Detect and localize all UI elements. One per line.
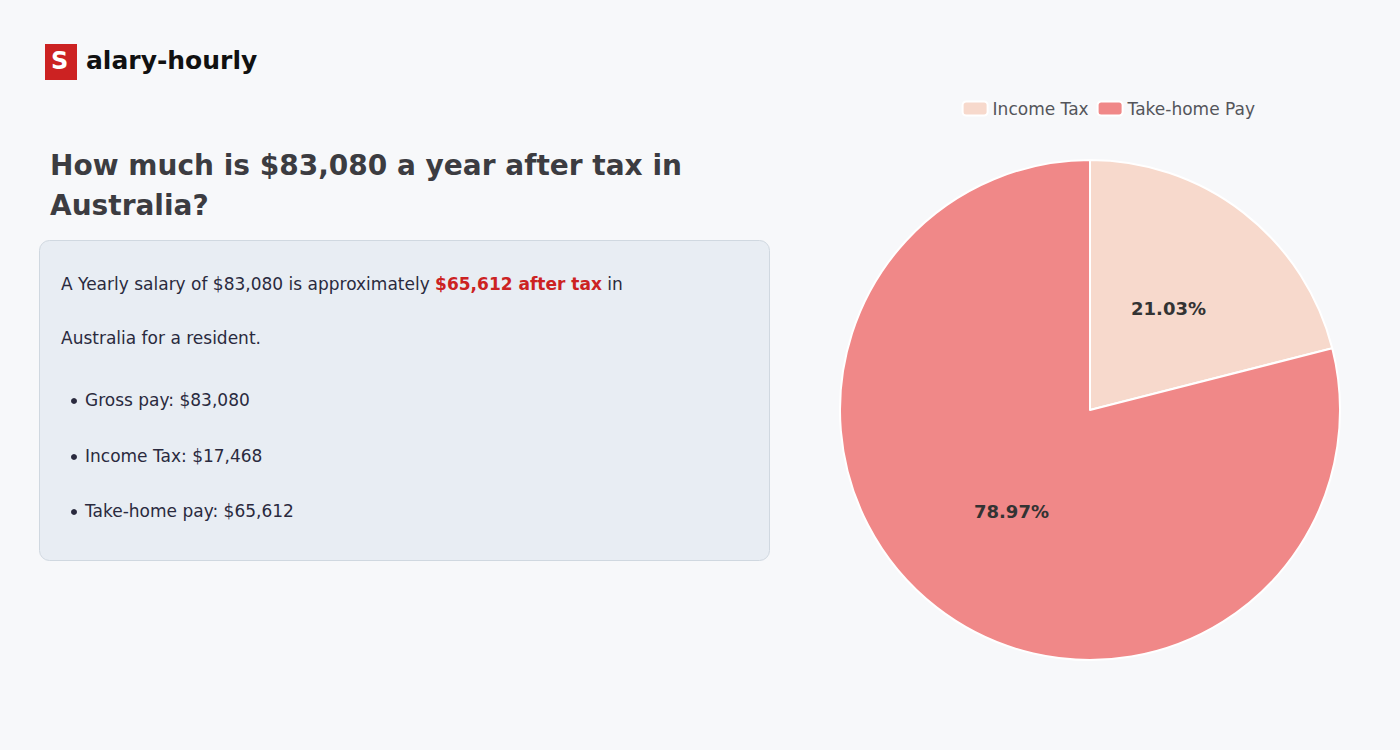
svg-text:How much is $83,080 a year aft: How much is $83,080 a year after tax in bbox=[50, 149, 682, 182]
svg-text:Australia for a resident.: Australia for a resident. bbox=[61, 328, 261, 348]
svg-text:Australia?: Australia? bbox=[50, 189, 209, 222]
svg-text:21.03%: 21.03% bbox=[1131, 298, 1206, 319]
svg-text:S: S bbox=[51, 47, 68, 75]
svg-text:78.97%: 78.97% bbox=[974, 501, 1049, 522]
svg-text:in: in bbox=[602, 274, 623, 294]
svg-text:alary-hourly: alary-hourly bbox=[86, 46, 257, 75]
svg-text:Gross pay: $83,080: Gross pay: $83,080 bbox=[85, 390, 250, 410]
svg-text:Take-home pay: $65,612: Take-home pay: $65,612 bbox=[84, 501, 294, 521]
svg-text:Income Tax: Income Tax bbox=[993, 99, 1089, 119]
svg-text:Income Tax: $17,468: Income Tax: $17,468 bbox=[85, 446, 262, 466]
svg-text:A Yearly salary of $83,080 is: A Yearly salary of $83,080 is approximat… bbox=[61, 274, 435, 294]
svg-text:$65,612 after tax: $65,612 after tax bbox=[435, 274, 602, 294]
svg-text:Take-home Pay: Take-home Pay bbox=[1127, 99, 1255, 119]
